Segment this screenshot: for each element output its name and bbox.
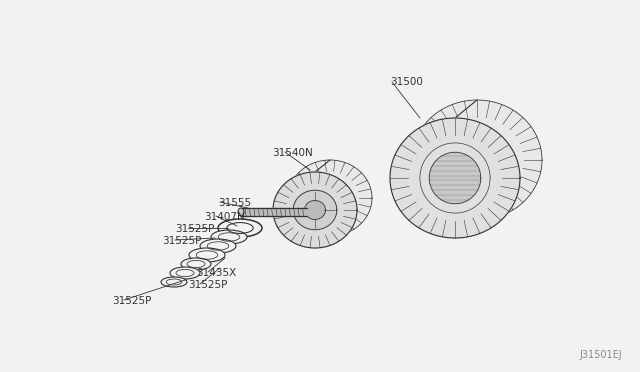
Polygon shape xyxy=(412,100,542,220)
Ellipse shape xyxy=(189,248,225,262)
Text: 31555: 31555 xyxy=(218,198,251,208)
Ellipse shape xyxy=(218,233,240,241)
Ellipse shape xyxy=(176,269,194,277)
Text: 31525P: 31525P xyxy=(112,296,152,306)
Polygon shape xyxy=(288,160,372,236)
Ellipse shape xyxy=(207,242,229,250)
Polygon shape xyxy=(273,172,357,248)
Ellipse shape xyxy=(187,260,205,267)
Text: 31500: 31500 xyxy=(390,77,423,87)
Polygon shape xyxy=(429,152,481,204)
Ellipse shape xyxy=(211,230,247,244)
Ellipse shape xyxy=(166,279,182,285)
Ellipse shape xyxy=(238,208,244,216)
Text: 31407N: 31407N xyxy=(204,212,244,222)
Ellipse shape xyxy=(227,222,253,233)
Text: 31525P: 31525P xyxy=(175,224,214,234)
Polygon shape xyxy=(305,201,326,219)
Ellipse shape xyxy=(161,277,187,287)
Polygon shape xyxy=(390,118,520,238)
Text: 31435X: 31435X xyxy=(196,268,236,278)
Text: J31501EJ: J31501EJ xyxy=(579,350,622,360)
Text: 31540N: 31540N xyxy=(272,148,313,158)
Ellipse shape xyxy=(218,219,262,237)
Text: 31525P: 31525P xyxy=(188,280,227,290)
Ellipse shape xyxy=(170,267,200,279)
Ellipse shape xyxy=(200,239,236,253)
Text: 31525P: 31525P xyxy=(162,236,202,246)
Ellipse shape xyxy=(181,258,211,270)
Ellipse shape xyxy=(196,251,218,259)
Polygon shape xyxy=(293,190,337,230)
